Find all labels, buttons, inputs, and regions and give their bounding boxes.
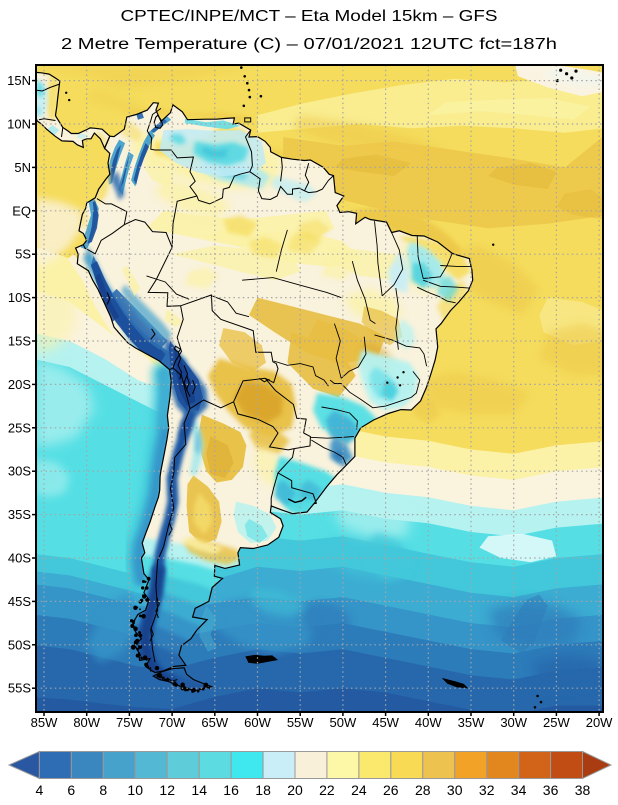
svg-text:22: 22 [319, 782, 335, 798]
svg-text:16: 16 [223, 782, 239, 798]
svg-text:55W: 55W [287, 715, 314, 730]
svg-text:14: 14 [191, 782, 207, 798]
svg-text:6: 6 [67, 782, 75, 798]
svg-text:4: 4 [36, 782, 44, 798]
svg-text:45W: 45W [372, 715, 399, 730]
svg-text:26: 26 [383, 782, 399, 798]
svg-text:20S: 20S [8, 377, 31, 392]
svg-text:80W: 80W [73, 715, 100, 730]
svg-text:50W: 50W [330, 715, 357, 730]
svg-text:65W: 65W [201, 715, 228, 730]
svg-text:40S: 40S [8, 551, 31, 566]
svg-text:34: 34 [511, 782, 527, 798]
svg-text:2 Metre Temperature (C) – 07/0: 2 Metre Temperature (C) – 07/01/2021 12U… [61, 36, 557, 53]
svg-text:5S: 5S [15, 247, 31, 262]
svg-text:24: 24 [351, 782, 367, 798]
svg-text:10: 10 [127, 782, 143, 798]
svg-text:85W: 85W [31, 715, 58, 730]
svg-text:32: 32 [479, 782, 495, 798]
svg-text:55S: 55S [8, 681, 31, 696]
svg-text:10N: 10N [7, 117, 31, 132]
svg-text:25S: 25S [8, 420, 31, 435]
svg-text:30: 30 [447, 782, 463, 798]
svg-text:40W: 40W [415, 715, 442, 730]
svg-text:28: 28 [415, 782, 431, 798]
svg-text:30W: 30W [500, 715, 527, 730]
svg-text:15N: 15N [7, 73, 31, 88]
svg-text:36: 36 [543, 782, 559, 798]
svg-text:18: 18 [255, 782, 271, 798]
svg-text:70W: 70W [159, 715, 186, 730]
svg-text:75W: 75W [116, 715, 143, 730]
svg-text:60W: 60W [244, 715, 271, 730]
svg-text:10S: 10S [8, 290, 31, 305]
svg-text:8: 8 [99, 782, 107, 798]
svg-text:30S: 30S [8, 464, 31, 479]
svg-text:50S: 50S [8, 637, 31, 652]
svg-text:35W: 35W [458, 715, 485, 730]
svg-text:15S: 15S [8, 334, 31, 349]
svg-text:25W: 25W [543, 715, 570, 730]
svg-text:45S: 45S [8, 594, 31, 609]
svg-text:CPTEC/INPE/MCT – Eta Model 15: CPTEC/INPE/MCT – Eta Model 15km – GFS [121, 8, 498, 25]
svg-text:20W: 20W [586, 715, 613, 730]
svg-text:12: 12 [159, 782, 175, 798]
svg-text:35S: 35S [8, 507, 31, 522]
svg-text:38: 38 [575, 782, 591, 798]
svg-text:20: 20 [287, 782, 303, 798]
svg-text:EQ: EQ [12, 203, 31, 218]
svg-text:5N: 5N [14, 160, 31, 175]
